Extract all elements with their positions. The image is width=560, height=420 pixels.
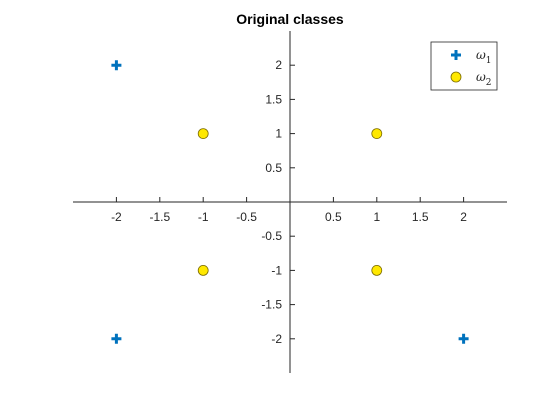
y-tick-label: -2 [271, 332, 282, 346]
x-tick-label: -1.5 [149, 210, 170, 224]
class1-plus-marker [111, 60, 122, 71]
chart-title: Original classes [236, 11, 344, 27]
class1-plus-marker [111, 333, 122, 344]
y-tick-label: 2 [275, 58, 282, 72]
x-tick-label: 1.5 [412, 210, 429, 224]
x-tick-label: -2 [111, 210, 122, 224]
class2-circle-marker [371, 128, 383, 140]
y-tick-label: 1.5 [265, 92, 282, 106]
legend-symbol: ω [476, 48, 486, 62]
y-tick-label: 0.5 [265, 161, 282, 175]
y-tick-label: 1 [275, 127, 282, 141]
legend-marker [450, 71, 462, 83]
x-tick-label: -1 [198, 210, 209, 224]
class1-plus-marker [458, 333, 469, 344]
x-tick-label: 2 [460, 210, 467, 224]
axes: -2 -1.5 -1 -0.5 0.5 1 1.5 2 2 1.5 1 0.5 -0.5 -1 -1.5 -2 [73, 31, 507, 373]
x-tick-label: 1 [373, 210, 380, 224]
legend-label: ω1 [476, 48, 492, 66]
legend-subscript: 1 [486, 56, 492, 66]
legend-subscript: 2 [486, 78, 492, 88]
legend-box [430, 41, 498, 91]
class2-circle-marker [197, 264, 209, 276]
y-tick-label: -1 [271, 263, 282, 277]
class2-circle-marker [197, 128, 209, 140]
y-tick-label: -0.5 [261, 229, 282, 243]
data-points [111, 60, 469, 344]
class2-circle-marker [371, 264, 383, 276]
legend-marker [451, 50, 461, 60]
legend-label: ω2 [476, 70, 492, 88]
x-tick-label: -0.5 [236, 210, 257, 224]
y-tick-label: -1.5 [261, 298, 282, 312]
legend-symbol: ω [476, 70, 486, 84]
x-tick-label: 0.5 [325, 210, 342, 224]
